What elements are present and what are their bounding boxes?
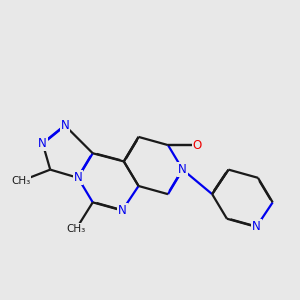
Text: N: N [118, 204, 127, 217]
Text: CH₃: CH₃ [11, 176, 30, 186]
Text: N: N [178, 163, 187, 176]
Text: N: N [252, 220, 261, 233]
Text: N: N [38, 137, 47, 150]
Text: N: N [61, 119, 69, 132]
Text: N: N [74, 171, 82, 184]
Text: CH₃: CH₃ [67, 224, 86, 233]
Text: O: O [193, 139, 202, 152]
